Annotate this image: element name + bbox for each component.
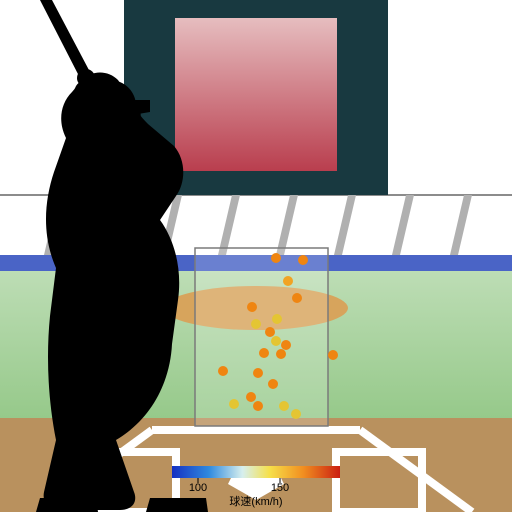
pitch-marker [246,392,256,402]
pitch-marker [291,409,301,419]
pitch-marker [283,276,293,286]
pitch-marker [265,327,275,337]
pitch-marker [292,293,302,303]
colorbar-title: 球速(km/h) [229,494,282,508]
pitch-marker [259,348,269,358]
strike-zone [195,248,328,426]
pitch-marker [253,368,263,378]
pitch-marker [218,366,228,376]
pitch-marker [281,340,291,350]
pitch-marker [279,401,289,411]
pitch-marker [272,314,282,324]
pitch-marker [328,350,338,360]
pitch-marker [251,319,261,329]
pitch-marker [276,349,286,359]
pitch-marker [268,379,278,389]
pitch-marker [247,302,257,312]
pitch-marker [271,336,281,346]
pitch-marker [229,399,239,409]
colorbar-tick-label: 150 [271,482,289,494]
scoreboard-screen [175,18,337,171]
pitch-marker [271,253,281,263]
colorbar-tick-label: 100 [189,482,207,494]
pitch-marker [253,401,263,411]
colorbar [172,466,340,478]
pitch-marker [298,255,308,265]
